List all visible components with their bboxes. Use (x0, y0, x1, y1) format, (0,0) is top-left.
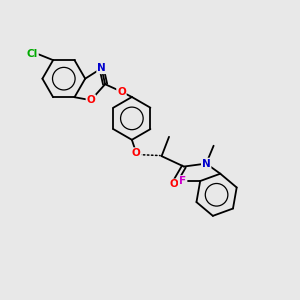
Text: O: O (86, 95, 95, 105)
Text: O: O (169, 179, 178, 189)
Text: Cl: Cl (27, 49, 38, 59)
Text: N: N (202, 159, 211, 169)
Text: F: F (179, 176, 186, 186)
Text: O: O (117, 87, 126, 97)
Text: N: N (97, 63, 106, 73)
Text: O: O (132, 148, 141, 158)
